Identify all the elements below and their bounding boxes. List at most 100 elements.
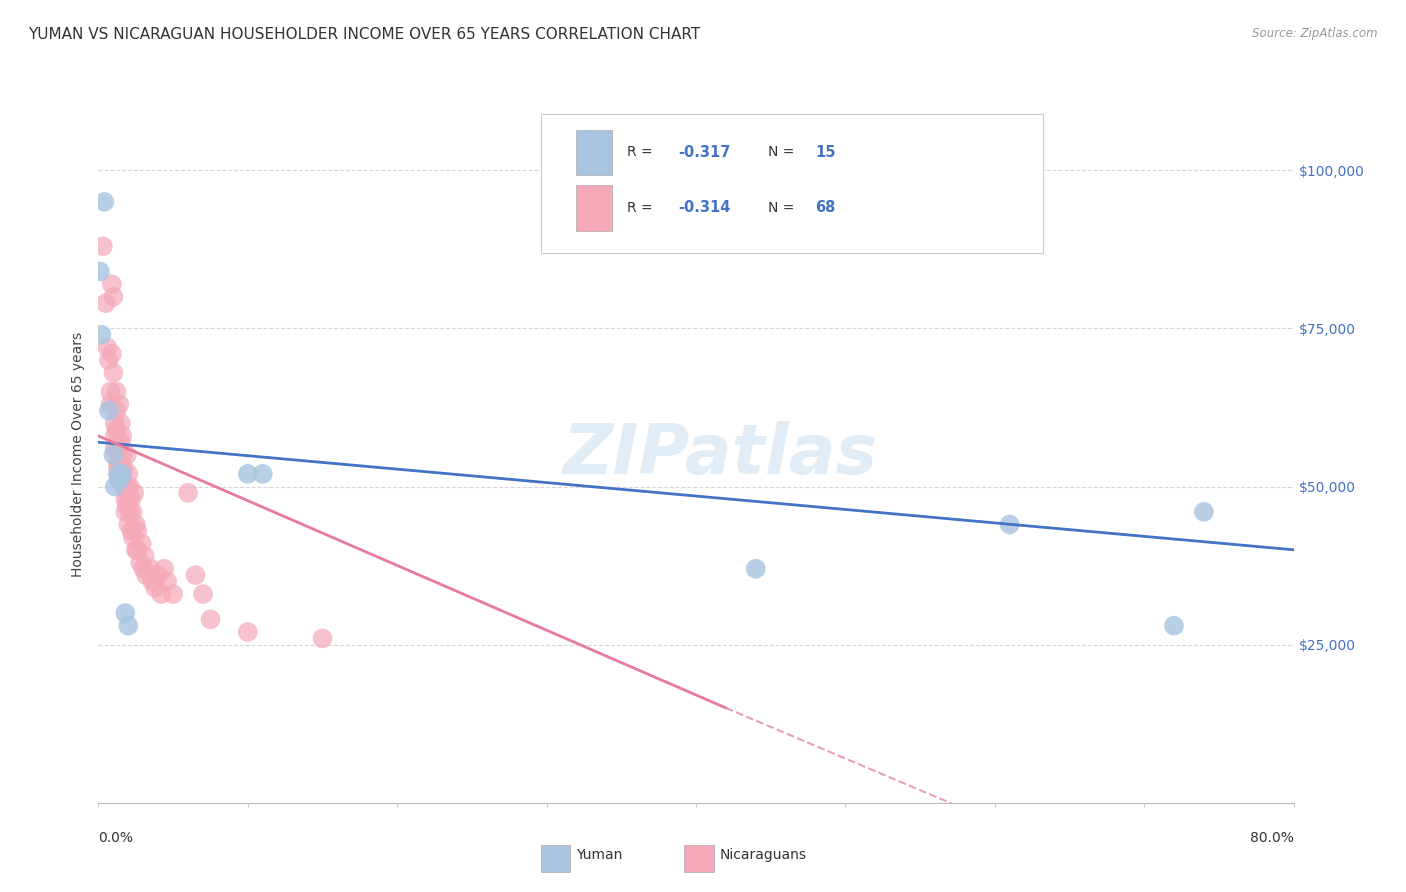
- Text: Source: ZipAtlas.com: Source: ZipAtlas.com: [1253, 27, 1378, 40]
- Point: [114, 606, 136, 620]
- Point: [93, 194, 115, 209]
- Text: YUMAN VS NICARAGUAN HOUSEHOLDER INCOME OVER 65 YEARS CORRELATION CHART: YUMAN VS NICARAGUAN HOUSEHOLDER INCOME O…: [28, 27, 700, 42]
- Point: [131, 536, 153, 550]
- Point: [98, 397, 122, 411]
- Point: [111, 467, 134, 481]
- Point: [141, 574, 163, 589]
- Point: [120, 492, 142, 507]
- Point: [105, 384, 128, 399]
- Y-axis label: Householder Income Over 65 years: Householder Income Over 65 years: [72, 333, 86, 577]
- Point: [110, 417, 132, 431]
- Point: [114, 505, 136, 519]
- Point: [1192, 505, 1215, 519]
- Point: [1163, 618, 1185, 632]
- Point: [200, 612, 222, 626]
- Point: [104, 417, 127, 431]
- Point: [101, 277, 124, 292]
- Point: [104, 429, 127, 443]
- Point: [111, 473, 134, 487]
- Point: [112, 460, 135, 475]
- Point: [998, 517, 1021, 532]
- Point: [184, 568, 207, 582]
- Point: [96, 340, 118, 354]
- Text: N =: N =: [768, 145, 799, 160]
- Point: [121, 530, 143, 544]
- Point: [117, 517, 139, 532]
- Point: [108, 473, 131, 487]
- Point: [104, 442, 127, 456]
- FancyBboxPatch shape: [541, 114, 1043, 253]
- Point: [90, 327, 112, 342]
- Point: [94, 296, 117, 310]
- Point: [107, 454, 129, 468]
- Point: [91, 239, 114, 253]
- Point: [105, 423, 128, 437]
- Point: [127, 524, 149, 538]
- Point: [156, 574, 179, 589]
- Text: 68: 68: [815, 201, 835, 216]
- Point: [110, 454, 132, 468]
- Point: [107, 467, 129, 481]
- Point: [150, 587, 173, 601]
- Point: [105, 403, 128, 417]
- Point: [103, 290, 125, 304]
- FancyBboxPatch shape: [685, 845, 714, 872]
- Point: [115, 448, 138, 462]
- Point: [108, 467, 131, 481]
- Point: [177, 486, 200, 500]
- Point: [124, 486, 146, 500]
- Text: 15: 15: [815, 145, 837, 160]
- Point: [104, 479, 127, 493]
- Point: [107, 435, 129, 450]
- Point: [101, 347, 124, 361]
- Point: [111, 448, 134, 462]
- Point: [135, 568, 157, 582]
- Point: [110, 435, 132, 450]
- Point: [191, 587, 214, 601]
- Text: N =: N =: [768, 201, 799, 215]
- Point: [112, 479, 135, 493]
- FancyBboxPatch shape: [576, 186, 613, 230]
- Point: [117, 492, 139, 507]
- Point: [148, 568, 170, 582]
- Point: [97, 403, 120, 417]
- Point: [117, 618, 139, 632]
- Text: -0.314: -0.314: [678, 201, 731, 216]
- Point: [107, 460, 129, 475]
- FancyBboxPatch shape: [541, 845, 571, 872]
- Point: [252, 467, 274, 481]
- Point: [89, 264, 111, 278]
- Point: [143, 581, 166, 595]
- Text: Yuman: Yuman: [576, 848, 623, 862]
- Point: [118, 479, 141, 493]
- Point: [125, 517, 148, 532]
- Text: ZIPatlas: ZIPatlas: [562, 421, 877, 489]
- Point: [97, 353, 120, 368]
- Point: [745, 562, 768, 576]
- Point: [311, 632, 333, 646]
- Point: [236, 625, 259, 640]
- Point: [115, 499, 138, 513]
- Point: [114, 492, 136, 507]
- Text: 0.0%: 0.0%: [98, 830, 134, 845]
- Text: 80.0%: 80.0%: [1250, 830, 1294, 845]
- Point: [120, 524, 142, 538]
- Point: [110, 467, 132, 481]
- Point: [103, 448, 125, 462]
- Text: -0.317: -0.317: [678, 145, 731, 160]
- Point: [236, 467, 259, 481]
- Point: [111, 429, 134, 443]
- Text: Nicaraguans: Nicaraguans: [720, 848, 807, 862]
- Point: [153, 562, 176, 576]
- Point: [103, 366, 125, 380]
- Point: [115, 479, 138, 493]
- Point: [129, 556, 152, 570]
- Point: [134, 549, 156, 563]
- Point: [125, 542, 148, 557]
- Text: R =: R =: [627, 145, 657, 160]
- Point: [121, 505, 143, 519]
- Point: [98, 384, 122, 399]
- FancyBboxPatch shape: [576, 129, 613, 175]
- Point: [162, 587, 184, 601]
- Point: [117, 467, 139, 481]
